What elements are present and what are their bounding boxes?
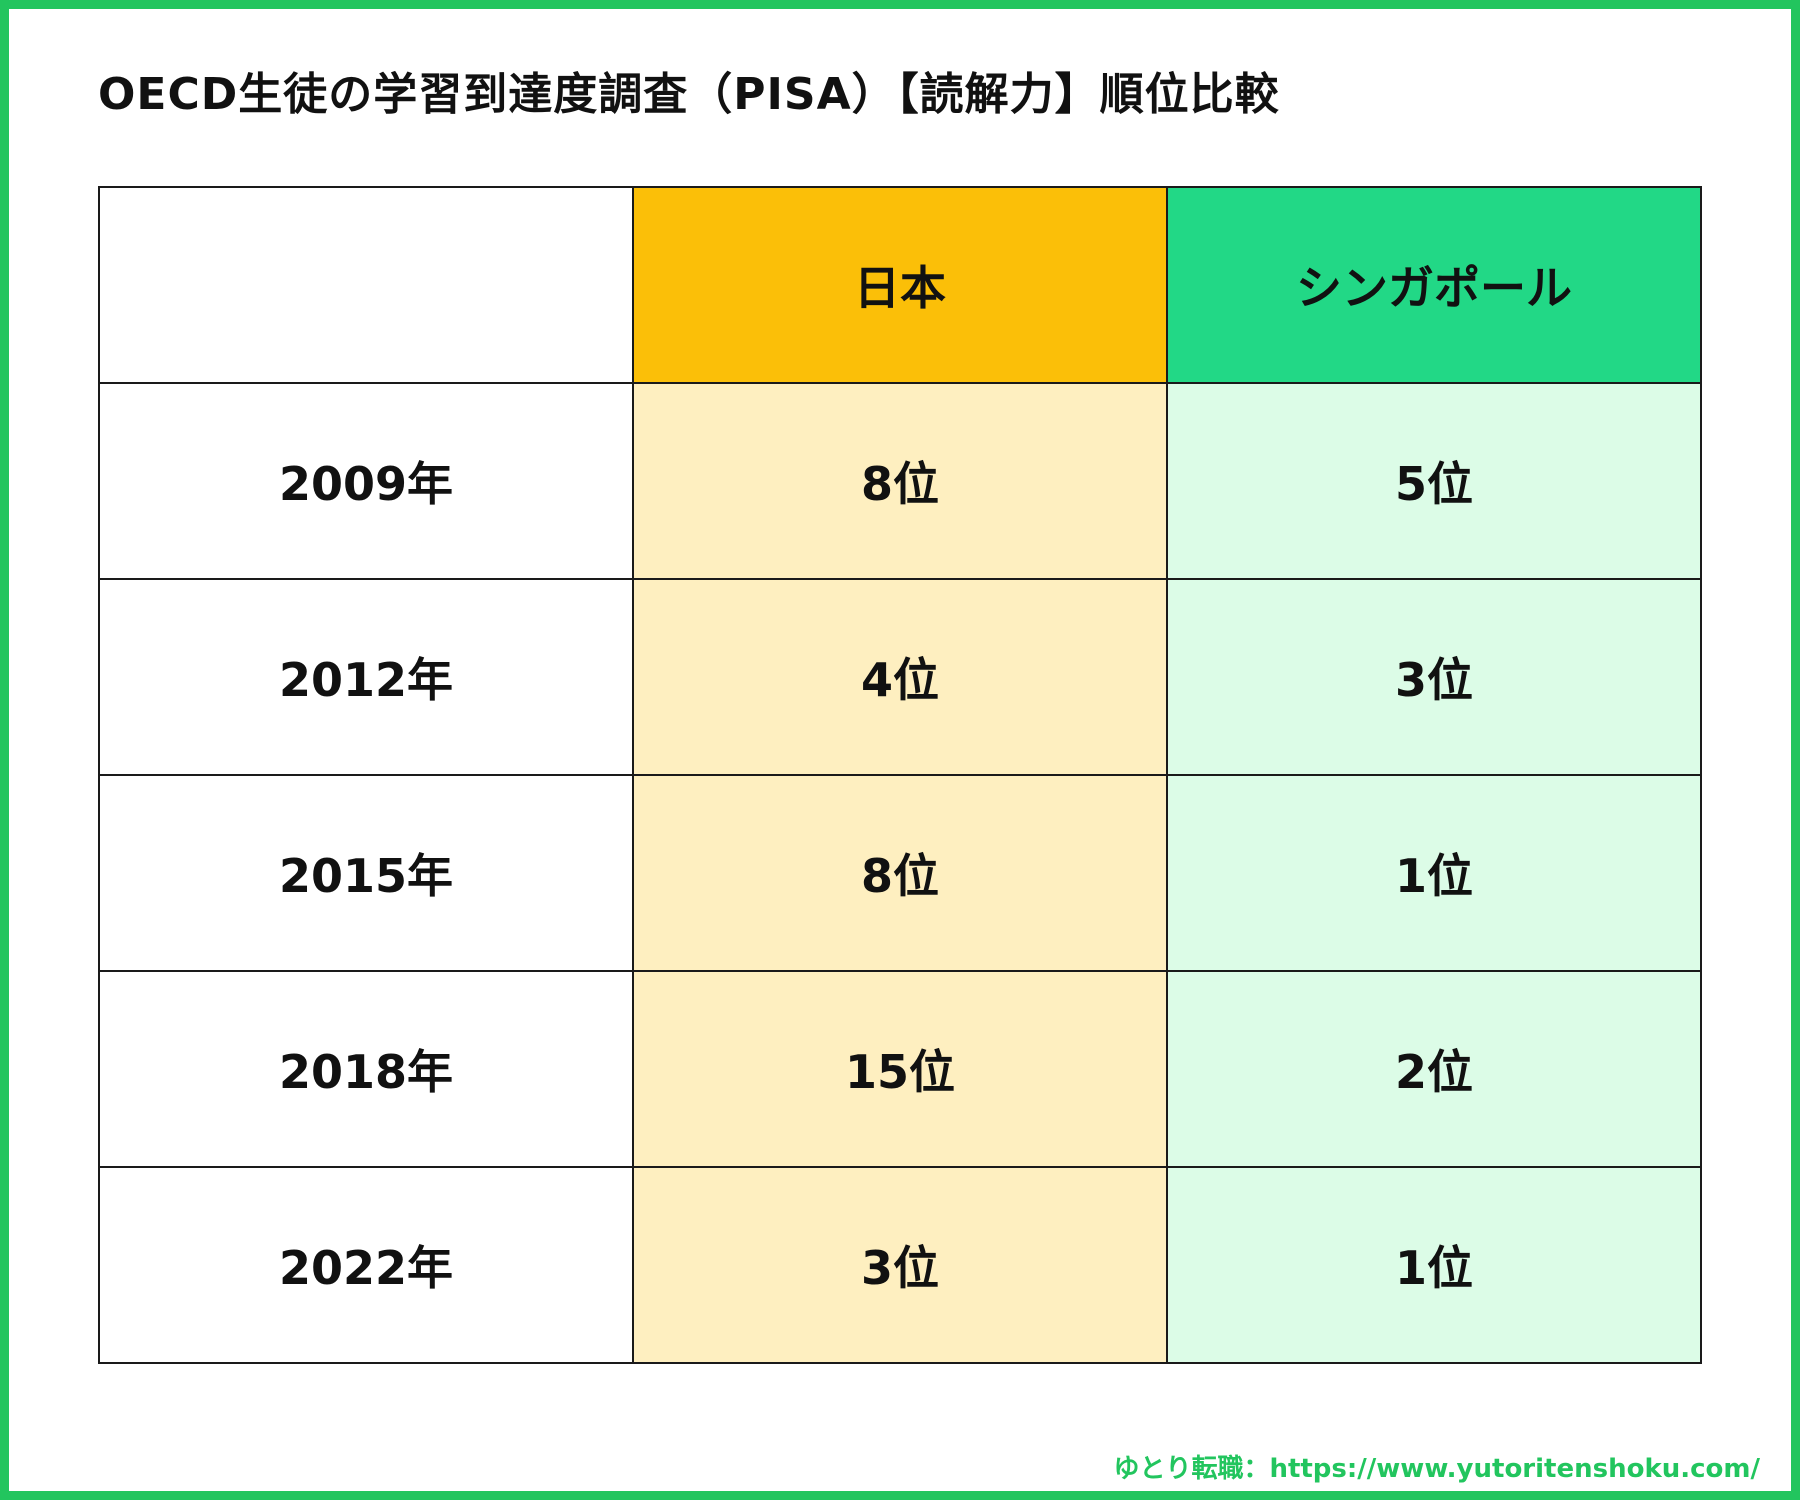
year-cell: 2009年 — [98, 382, 634, 580]
table-row: 2022年 3位 1位 — [98, 1166, 1702, 1364]
ranking-table: 日本 シンガポール 2009年 8位 5位 2012年 4位 3位 2015年 … — [98, 186, 1702, 1364]
year-cell: 2022年 — [98, 1166, 634, 1364]
header-cell-japan: 日本 — [632, 186, 1168, 384]
japan-rank-cell: 4位 — [632, 578, 1168, 776]
singapore-rank-cell: 2位 — [1166, 970, 1702, 1168]
year-cell: 2015年 — [98, 774, 634, 972]
page-title: OECD生徒の学習到達度調査（PISA）【読解力】順位比較 — [98, 69, 1280, 120]
singapore-rank-cell: 3位 — [1166, 578, 1702, 776]
singapore-rank-cell: 1位 — [1166, 774, 1702, 972]
table-row: 2015年 8位 1位 — [98, 774, 1702, 972]
header-cell-empty — [98, 186, 634, 384]
year-cell: 2012年 — [98, 578, 634, 776]
singapore-rank-cell: 1位 — [1166, 1166, 1702, 1364]
table-header-row: 日本 シンガポール — [98, 186, 1702, 384]
table-row: 2012年 4位 3位 — [98, 578, 1702, 776]
table-row: 2018年 15位 2位 — [98, 970, 1702, 1168]
japan-rank-cell: 3位 — [632, 1166, 1168, 1364]
year-cell: 2018年 — [98, 970, 634, 1168]
table-row: 2009年 8位 5位 — [98, 382, 1702, 580]
source-footer: ゆとり転職：https://www.yutoritenshoku.com/ — [1113, 1454, 1760, 1484]
singapore-rank-cell: 5位 — [1166, 382, 1702, 580]
japan-rank-cell: 8位 — [632, 382, 1168, 580]
japan-rank-cell: 15位 — [632, 970, 1168, 1168]
japan-rank-cell: 8位 — [632, 774, 1168, 972]
header-cell-singapore: シンガポール — [1166, 186, 1702, 384]
